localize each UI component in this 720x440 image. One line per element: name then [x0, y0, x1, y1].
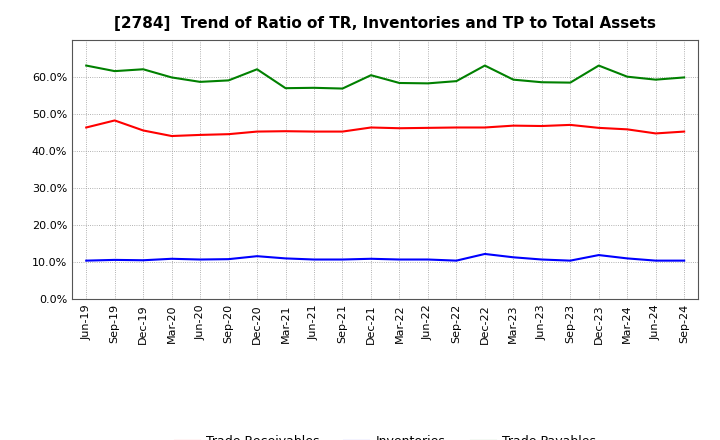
Trade Receivables — [509, 123, 518, 128]
Trade Receivables — [110, 118, 119, 123]
Trade Receivables — [366, 125, 375, 130]
Trade Payables — [395, 81, 404, 86]
Trade Receivables — [338, 129, 347, 134]
Trade Payables — [338, 86, 347, 91]
Inventories — [139, 258, 148, 263]
Inventories — [452, 258, 461, 263]
Inventories — [167, 256, 176, 261]
Inventories — [423, 257, 432, 262]
Trade Receivables — [595, 125, 603, 131]
Title: [2784]  Trend of Ratio of TR, Inventories and TP to Total Assets: [2784] Trend of Ratio of TR, Inventories… — [114, 16, 656, 32]
Inventories — [110, 257, 119, 263]
Trade Receivables — [395, 125, 404, 131]
Inventories — [652, 258, 660, 263]
Inventories — [310, 257, 318, 262]
Inventories — [623, 256, 631, 261]
Inventories — [225, 257, 233, 262]
Trade Payables — [452, 78, 461, 84]
Inventories — [366, 256, 375, 261]
Trade Payables — [595, 63, 603, 68]
Trade Payables — [310, 85, 318, 91]
Inventories — [253, 253, 261, 259]
Trade Payables — [167, 75, 176, 80]
Trade Receivables — [623, 127, 631, 132]
Trade Receivables — [253, 129, 261, 134]
Trade Payables — [253, 66, 261, 72]
Inventories — [595, 253, 603, 258]
Inventories — [480, 251, 489, 257]
Line: Trade Receivables: Trade Receivables — [86, 121, 684, 136]
Legend: Trade Receivables, Inventories, Trade Payables: Trade Receivables, Inventories, Trade Pa… — [170, 430, 600, 440]
Line: Trade Payables: Trade Payables — [86, 66, 684, 88]
Trade Receivables — [139, 128, 148, 133]
Trade Payables — [680, 75, 688, 80]
Trade Payables — [623, 74, 631, 79]
Trade Receivables — [480, 125, 489, 130]
Trade Payables — [537, 80, 546, 85]
Trade Receivables — [282, 128, 290, 134]
Inventories — [509, 255, 518, 260]
Inventories — [196, 257, 204, 262]
Trade Receivables — [680, 129, 688, 134]
Trade Receivables — [196, 132, 204, 138]
Trade Receivables — [310, 129, 318, 134]
Trade Payables — [196, 79, 204, 84]
Trade Receivables — [225, 132, 233, 137]
Inventories — [537, 257, 546, 262]
Trade Receivables — [452, 125, 461, 130]
Inventories — [566, 258, 575, 263]
Line: Inventories: Inventories — [86, 254, 684, 260]
Trade Payables — [509, 77, 518, 82]
Inventories — [282, 256, 290, 261]
Trade Payables — [423, 81, 432, 86]
Trade Payables — [566, 80, 575, 85]
Trade Receivables — [423, 125, 432, 131]
Trade Payables — [282, 85, 290, 91]
Trade Receivables — [652, 131, 660, 136]
Trade Payables — [652, 77, 660, 82]
Inventories — [680, 258, 688, 263]
Inventories — [338, 257, 347, 262]
Trade Payables — [82, 63, 91, 68]
Trade Receivables — [566, 122, 575, 128]
Inventories — [395, 257, 404, 262]
Trade Receivables — [537, 123, 546, 128]
Trade Receivables — [82, 125, 91, 130]
Inventories — [82, 258, 91, 263]
Trade Payables — [366, 73, 375, 78]
Trade Payables — [110, 69, 119, 74]
Trade Payables — [480, 63, 489, 68]
Trade Payables — [139, 66, 148, 72]
Trade Payables — [225, 78, 233, 83]
Trade Receivables — [167, 133, 176, 139]
